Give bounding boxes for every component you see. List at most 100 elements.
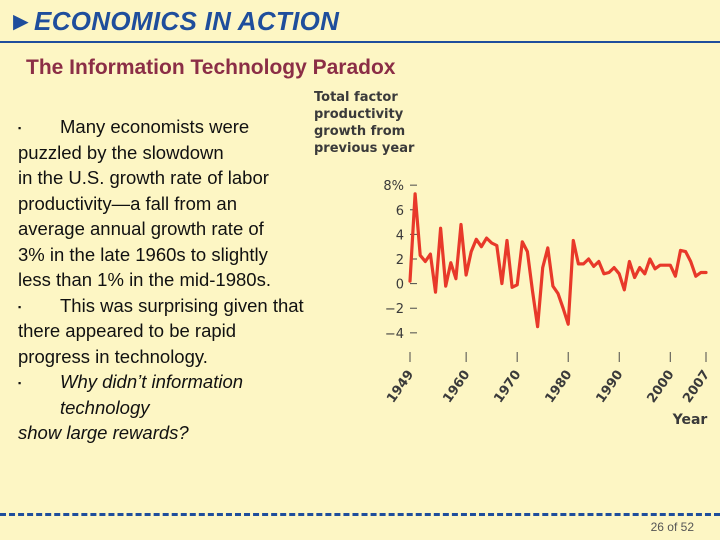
- data-point: [434, 291, 437, 294]
- x-tick-label: 2000: [645, 368, 678, 406]
- header-arrow-icon: ►: [8, 6, 35, 36]
- paragraph-1-line: 3% in the late 1960s to slightly: [18, 243, 268, 265]
- data-point: [536, 325, 539, 328]
- data-point: [485, 236, 488, 240]
- y-tick-label: −2: [385, 302, 404, 317]
- y-tick-label: 2: [396, 253, 404, 268]
- data-point: [663, 263, 667, 267]
- data-point: [475, 238, 478, 241]
- data-point: [439, 227, 442, 230]
- bullet-icon: ▪: [18, 301, 22, 312]
- tfp-chart-svg: Total factor productivity growth from previ…: [314, 90, 713, 428]
- chart-title-line: previous year: [314, 141, 415, 156]
- chart-title-line: growth from: [314, 124, 405, 139]
- chart-title-line: productivity: [314, 107, 404, 122]
- y-tick-label: 6: [396, 204, 404, 219]
- data-point: [510, 286, 514, 289]
- data-point: [689, 260, 692, 263]
- data-point: [567, 323, 570, 326]
- paragraph-1-line: productivity—a fall from an: [18, 192, 238, 214]
- data-point: [470, 250, 473, 253]
- data-point: [587, 257, 590, 261]
- data-point: [612, 266, 616, 269]
- body-text: ▪ Many economists were puzzled by the slo…: [18, 114, 388, 446]
- data-point: [413, 192, 417, 195]
- slide-header: ►ECONOMICS IN ACTION: [0, 0, 720, 46]
- data-point: [459, 223, 463, 226]
- footer-divider: [0, 513, 720, 516]
- paragraph-2-first: ▪ This was surprising given that: [18, 293, 388, 319]
- paragraph-3-second: technology: [60, 396, 150, 418]
- paragraph-3-first-text: Why didn’t information: [60, 371, 244, 392]
- x-tick-label: 1960: [440, 368, 473, 406]
- paragraph-3-last: show large rewards?: [18, 422, 189, 443]
- chart-title-line: Total factor: [314, 90, 398, 105]
- paragraph-1-first-text: Many economists were: [60, 116, 250, 137]
- page-number: 26 of 52: [650, 520, 694, 534]
- data-point: [500, 282, 504, 285]
- header-title-text: ECONOMICS IN ACTION: [34, 6, 340, 36]
- data-point: [515, 283, 519, 287]
- data-point: [449, 261, 453, 264]
- data-point: [623, 288, 626, 291]
- data-point: [541, 266, 544, 269]
- data-point: [526, 250, 529, 253]
- data-point: [643, 272, 646, 275]
- data-point: [658, 263, 662, 267]
- data-point: [597, 260, 601, 263]
- data-point: [521, 240, 524, 243]
- data-point: [505, 239, 509, 242]
- data-point: [424, 260, 427, 263]
- data-point: [408, 279, 412, 283]
- bullet-icon: ▪: [18, 123, 22, 133]
- y-tick-label: 8%: [383, 179, 404, 194]
- x-tick-label: 1990: [593, 368, 626, 406]
- data-point: [679, 249, 682, 252]
- data-point: [495, 244, 498, 247]
- data-point: [582, 262, 585, 266]
- paragraph-3-first: ▪ Why didn’t information: [18, 369, 388, 395]
- data-point: [454, 277, 458, 280]
- bullet-icon: ▪: [18, 378, 22, 388]
- data-point: [429, 252, 432, 256]
- data-point: [464, 273, 468, 277]
- x-tick-label: 1980: [542, 368, 575, 406]
- paragraph-2-line: progress in technology.: [18, 345, 208, 367]
- data-point: [674, 275, 677, 278]
- data-point: [633, 276, 636, 279]
- data-point: [669, 263, 672, 267]
- y-tick-label: −4: [385, 327, 404, 342]
- data-point: [694, 275, 697, 278]
- data-point: [490, 241, 493, 245]
- header-title: ►ECONOMICS IN ACTION: [8, 6, 339, 37]
- x-tick-label: 1949: [384, 368, 417, 406]
- data-point: [638, 266, 641, 269]
- slide-subtitle: The Information Technology Paradox: [26, 56, 396, 79]
- y-tick-label: 4: [396, 228, 404, 243]
- data-point: [602, 272, 606, 275]
- paragraph-2-line: there appeared to be rapid: [18, 320, 237, 341]
- data-point: [531, 289, 534, 293]
- data-point: [592, 265, 595, 268]
- paragraph-2-first-text: This was surprising given that: [60, 294, 304, 316]
- data-point: [572, 239, 575, 242]
- paragraph-1-line: in the U.S. growth rate of labor: [18, 167, 269, 188]
- x-tick-label: 1970: [491, 368, 524, 406]
- x-tick-label: 2007: [680, 368, 713, 406]
- data-point: [480, 245, 483, 248]
- paragraph-1-line: puzzled by the slowdown: [18, 141, 224, 163]
- data-point: [607, 271, 611, 274]
- x-axis-label: Year: [672, 412, 708, 428]
- data-point: [648, 257, 652, 261]
- data-point: [561, 307, 565, 310]
- paragraph-1-first: ▪ Many economists were: [18, 114, 388, 140]
- tfp-chart: Total factor productivity growth from previ…: [296, 84, 720, 434]
- y-tick-label: 0: [396, 278, 404, 293]
- paragraph-1-line: average annual growth rate of: [18, 218, 264, 239]
- data-point: [551, 284, 555, 288]
- header-divider: [0, 41, 720, 43]
- data-point: [628, 260, 631, 263]
- data-point: [577, 262, 580, 266]
- data-point: [699, 271, 703, 274]
- data-series-line: [408, 192, 708, 329]
